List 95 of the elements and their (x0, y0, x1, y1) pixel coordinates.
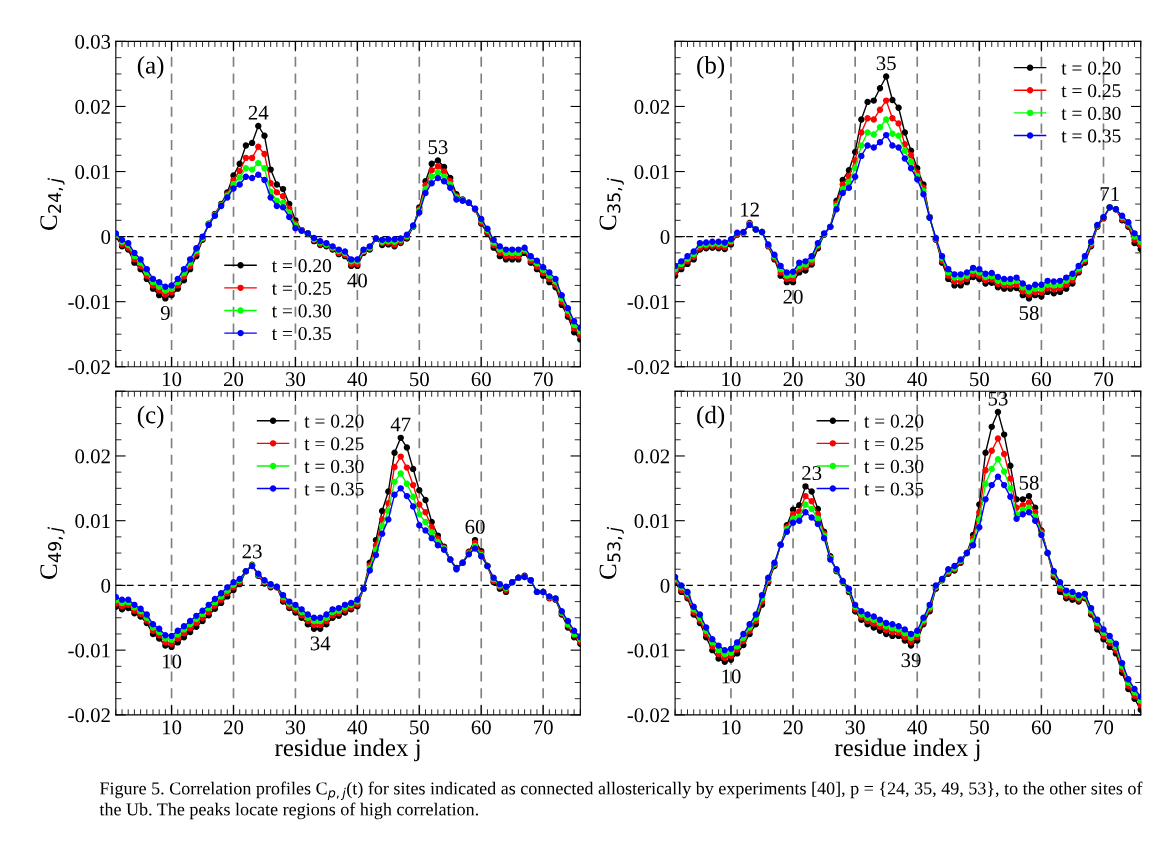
x-tick-label: 60 (471, 372, 491, 387)
annotation: 71 (1100, 187, 1119, 201)
y-tick-label: 0.02 (75, 449, 110, 464)
y-tick-label: -0.01 (627, 295, 669, 310)
x-tick-label: 40 (347, 720, 367, 735)
x-tick-label: 10 (162, 372, 182, 387)
y-axis-title: C$_{35,j}$ (599, 177, 624, 230)
y-tick-label: -0.01 (627, 643, 669, 658)
y-axis-title: C$_{49,j}$ (40, 526, 65, 579)
x-tick-label: 70 (1094, 372, 1114, 387)
x-tick-label: 30 (286, 372, 306, 387)
y-tick-label: -0.02 (627, 708, 670, 723)
x-tick-label: 50 (970, 372, 989, 387)
x-tick-label: 30 (286, 720, 306, 735)
y-tick-label: 0 (101, 229, 111, 245)
annotation: 34 (310, 636, 331, 651)
annotation: 58 (1019, 305, 1039, 321)
annotation: (d) (697, 405, 725, 429)
x-tick-label: 60 (1031, 372, 1052, 387)
y-tick-label: -0.01 (68, 643, 110, 658)
annotation: 10 (722, 669, 741, 684)
legend-label: t = 0.35 (304, 482, 364, 496)
x-tick-label: 60 (471, 720, 491, 735)
legend-label: t = 0.25 (1061, 84, 1121, 98)
annotation: 40 (347, 273, 367, 288)
y-tick-label: 0.02 (634, 449, 670, 464)
annotation: 53 (428, 140, 448, 155)
legend-label: t = 0.20 (864, 414, 924, 428)
x-tick-label: 70 (534, 720, 553, 735)
legend-label: t = 0.20 (271, 259, 332, 273)
legend-label: t = 0.25 (271, 281, 332, 295)
caption: Figure 5. Correlation profiles C$_{p,j}$(t) for sites indicated as connected allosterically by experiments [40], p = {24, 35, 49, 53}, to the other sites of the Ub. The peaks locate regions of high correlation. (99, 781, 1143, 820)
y-axis-title: C$_{24,j}$ (40, 177, 65, 230)
legend-label: t = 0.25 (304, 437, 364, 451)
annotation: (c) (137, 405, 164, 429)
x-tick-label: 50 (410, 372, 429, 387)
y-tick-label: 0 (660, 578, 670, 593)
annotation: 39 (901, 653, 921, 668)
y-tick-label: 0.01 (75, 164, 110, 180)
annotation: 20 (783, 289, 803, 304)
annotation: (b) (697, 56, 725, 79)
y-tick-label: -0.02 (627, 360, 670, 375)
x-tick-label: 30 (845, 720, 865, 735)
x-tick-label: 70 (1094, 720, 1114, 735)
legend-label: t = 0.35 (864, 482, 924, 496)
legend-label: t = 0.30 (304, 459, 364, 474)
x-tick-label: 10 (162, 720, 182, 735)
x-tick-label: 30 (845, 372, 865, 387)
x-axis-title: residue index j (274, 738, 420, 762)
annotation: 23 (242, 544, 262, 559)
x-tick-label: 60 (1031, 720, 1052, 735)
y-tick-label: 0.02 (75, 99, 110, 114)
legend-label: t = 0.30 (1061, 106, 1121, 120)
annotation: 60 (465, 519, 485, 534)
legend-label: t = 0.20 (1061, 61, 1121, 75)
annotation: 58 (1019, 475, 1039, 490)
annotation: 24 (248, 105, 269, 120)
annotation: 47 (390, 417, 411, 432)
y-tick-label: 0.03 (75, 34, 111, 49)
legend-label: t = 0.35 (1061, 129, 1121, 143)
x-tick-label: 40 (347, 372, 367, 387)
legend-label: t = 0.30 (864, 459, 924, 474)
annotation: 53 (988, 391, 1008, 406)
annotation: 23 (802, 466, 822, 481)
y-tick-label: -0.02 (68, 708, 110, 723)
x-tick-label: 40 (907, 372, 927, 387)
y-tick-label: 0.01 (634, 164, 669, 180)
y-tick-label: 0.01 (75, 514, 110, 529)
y-tick-label: 0 (660, 229, 670, 245)
y-tick-label: -0.02 (68, 360, 110, 375)
x-tick-label: 50 (410, 720, 429, 735)
x-tick-label: 10 (722, 372, 741, 387)
x-tick-label: 10 (722, 720, 741, 735)
x-tick-label: 70 (534, 372, 553, 387)
y-tick-label: -0.01 (68, 295, 110, 310)
x-tick-label: 20 (783, 720, 803, 735)
annotation: 12 (741, 202, 759, 217)
x-tick-label: 40 (907, 720, 927, 735)
annotation: (a) (137, 56, 164, 79)
annotation: 9 (160, 306, 170, 321)
x-tick-label: 20 (224, 720, 244, 735)
legend-label: t = 0.25 (864, 437, 924, 451)
y-tick-label: 0.01 (634, 514, 669, 529)
legend-label: t = 0.30 (271, 304, 332, 318)
x-tick-label: 20 (224, 372, 244, 387)
x-tick-label: 50 (970, 720, 989, 735)
y-axis-title: C$_{53,j}$ (599, 526, 624, 579)
annotation: 10 (162, 654, 182, 669)
annotation: 35 (876, 56, 896, 71)
legend-label: t = 0.20 (304, 414, 364, 428)
x-axis-title: residue index j (834, 738, 980, 762)
x-tick-label: 20 (783, 372, 803, 387)
y-tick-label: 0 (101, 578, 111, 593)
legend-label: t = 0.35 (271, 326, 332, 341)
y-tick-label: 0.02 (634, 99, 670, 114)
